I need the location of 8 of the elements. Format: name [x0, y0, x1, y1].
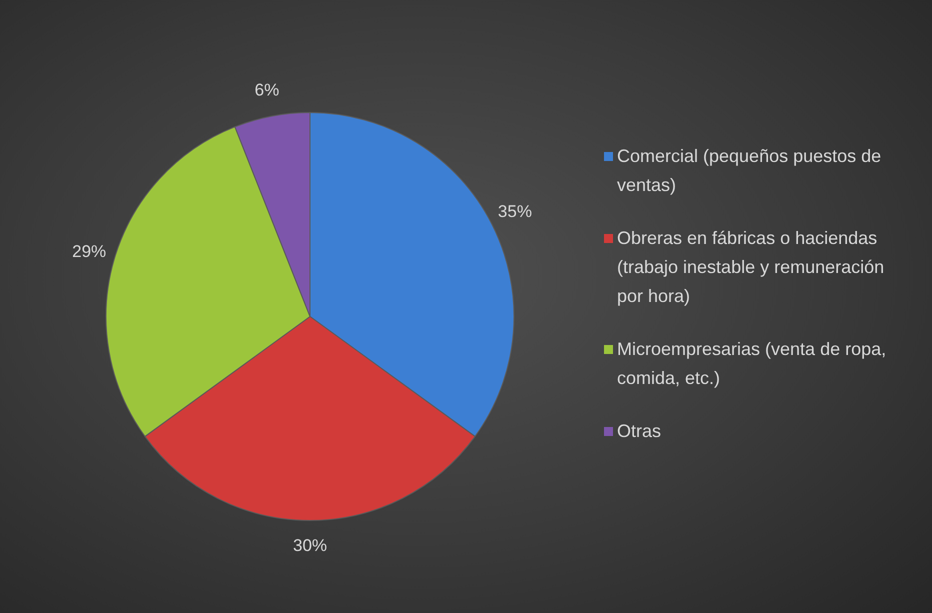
data-label: 35%	[498, 202, 532, 221]
data-label: 6%	[254, 80, 280, 100]
legend-label: Microempresarias (venta de ropa, comida, etc.)	[617, 338, 888, 390]
legend-label: Obreras en fábricas o haciendas (trabajo inestable y remuneración por hora)	[617, 227, 886, 308]
data-label: 30%	[292, 536, 328, 556]
data-label: 29%	[72, 242, 106, 262]
legend-label: Otras	[617, 420, 662, 443]
slice-label: Comercial (pequeños puestos de ventas)	[617, 145, 882, 197]
